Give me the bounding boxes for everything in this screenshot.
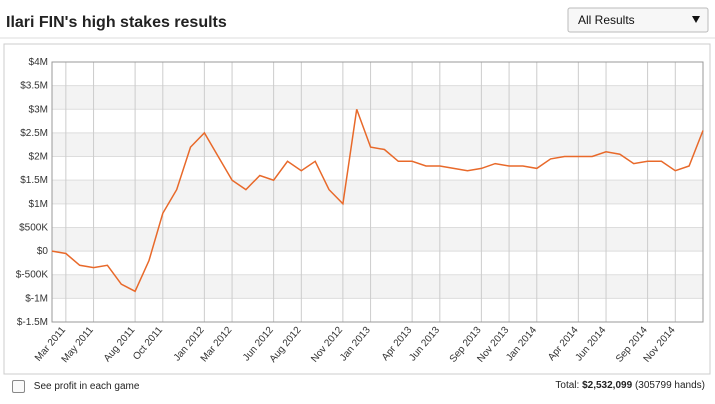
hands: (305799 hands): [634, 380, 705, 391]
dropdown-label: All Results: [578, 13, 635, 27]
y-tick-label: $2M: [29, 152, 48, 163]
y-tick-label: $3M: [29, 104, 48, 115]
y-tick-label: $1M: [29, 199, 48, 210]
y-tick-label: $-1M: [25, 293, 48, 304]
dropdown-arrow: [692, 16, 700, 23]
y-tick-label: $2.5M: [20, 128, 48, 139]
total-label: Total:: [555, 380, 580, 391]
y-tick-label: $1.5M: [20, 175, 48, 186]
x-tick-label: Oct 2011: [131, 325, 165, 363]
y-tick-label: $-500K: [16, 270, 49, 281]
total-value: $2,532,099: [582, 380, 633, 391]
band: [52, 274, 703, 299]
y-tick-label: $3.5M: [20, 81, 48, 92]
checkbox-label: See profit in each game: [33, 381, 140, 392]
checkbox-row[interactable]: See profit in each game: [12, 380, 139, 393]
plot-frame: [51, 61, 704, 323]
band: [52, 132, 703, 157]
dropdown[interactable]: [567, 7, 709, 33]
y-tick-label: $500K: [19, 222, 48, 233]
page-title: Ilari FIN's high stakes results: [6, 14, 227, 31]
band: [52, 85, 703, 110]
band: [52, 227, 703, 252]
chart-frame: [3, 43, 711, 375]
y-tick-label: $4M: [29, 57, 48, 68]
band: [52, 180, 703, 204]
x-tick-label: Aug 2011: [102, 325, 138, 365]
total: Total: $2,532,099 (305799 hands): [555, 380, 705, 391]
y-tick-label: $-1.5M: [17, 317, 48, 328]
series-line: [51, 109, 704, 293]
y-tick-label: $0: [37, 246, 49, 257]
checkbox[interactable]: [12, 380, 25, 393]
